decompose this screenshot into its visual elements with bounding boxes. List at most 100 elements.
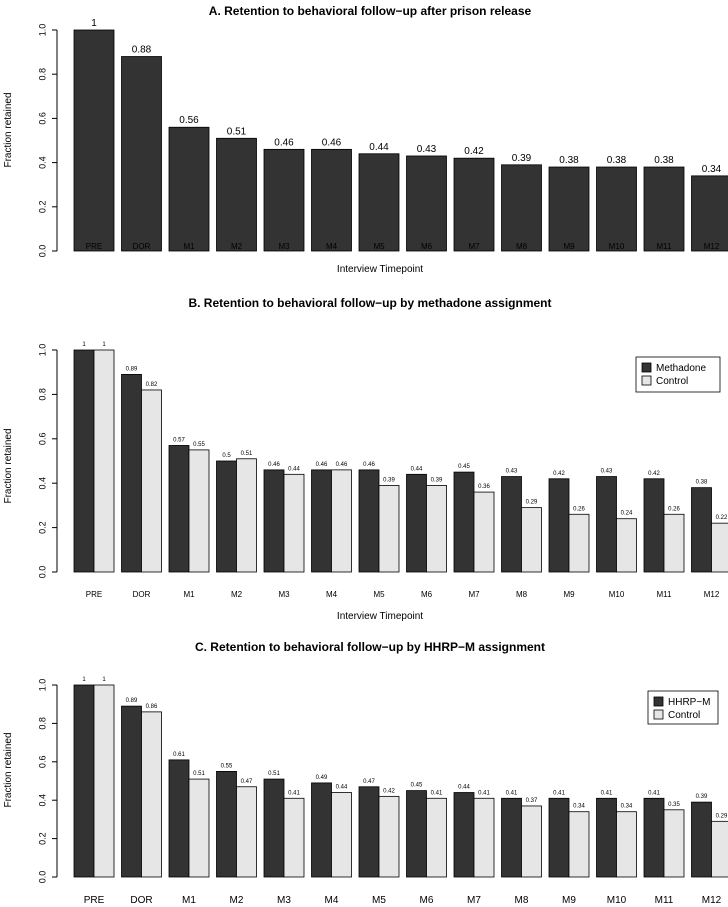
data-label: 0.37: [526, 798, 538, 804]
bar: [663, 513, 685, 573]
data-label: 0.88: [132, 45, 152, 56]
bar: [453, 471, 475, 573]
y-tick-label: 0.2: [37, 201, 47, 214]
legend-swatch: [641, 362, 652, 373]
panel-c: C. Retention to behavioral follow−up by …: [3, 640, 728, 906]
data-label: 0.35: [668, 802, 680, 808]
x-tick-label: M3: [277, 895, 291, 906]
y-tick-label: 0.0: [37, 566, 47, 579]
x-tick-label: M4: [325, 895, 339, 906]
bar: [358, 153, 400, 252]
data-label: 0.44: [458, 785, 470, 791]
x-axis-label: Interview Timepoint: [337, 611, 423, 622]
data-label: 0.49: [316, 775, 328, 781]
bar: [596, 166, 637, 252]
y-tick-label: 0.0: [37, 245, 47, 258]
x-tick-label: DOR: [130, 895, 152, 906]
data-label: 0.5: [222, 453, 231, 459]
data-label: 0.57: [173, 437, 185, 443]
x-tick-label: M6: [421, 590, 433, 599]
data-label: 0.51: [241, 451, 253, 457]
data-label: 0.55: [193, 442, 205, 448]
y-tick-label: 0.8: [37, 717, 47, 730]
x-tick-label: M12: [704, 242, 720, 251]
bar: [473, 797, 495, 878]
legend-entry: HHRP−M: [668, 697, 711, 708]
bar: [663, 809, 685, 878]
bar: [616, 811, 637, 878]
data-label: 0.41: [288, 790, 300, 796]
data-label: 0.47: [241, 779, 253, 785]
data-label: 0.38: [607, 155, 627, 166]
x-tick-label: M1: [183, 590, 195, 599]
bar: [121, 705, 142, 878]
bar: [168, 759, 190, 878]
data-label: 0.34: [702, 164, 722, 175]
x-tick-label: M9: [563, 242, 575, 251]
data-label: 0.47: [363, 779, 375, 785]
bar: [548, 797, 570, 878]
bar: [406, 473, 427, 573]
panel-b: B. Retention to behavioral follow−up by …: [3, 296, 728, 622]
data-label: 0.45: [458, 464, 470, 470]
data-label: 0.46: [274, 137, 294, 148]
x-tick-label: M2: [231, 242, 243, 251]
bar: [643, 478, 665, 573]
x-tick-label: DOR: [133, 590, 151, 599]
y-tick-label: 0.8: [37, 388, 47, 401]
bar: [263, 778, 285, 878]
data-label: 0.43: [601, 469, 613, 475]
data-label: 0.26: [573, 506, 585, 512]
data-label: 0.42: [648, 471, 660, 477]
legend-swatch: [653, 696, 664, 707]
data-label: 0.42: [553, 471, 565, 477]
x-tick-label: M11: [657, 590, 673, 599]
x-tick-label: M8: [516, 590, 528, 599]
bar: [501, 476, 522, 573]
bar: [521, 507, 542, 573]
x-tick-label: M10: [609, 242, 625, 251]
y-tick-label: 0.4: [37, 477, 47, 490]
data-label: 0.38: [559, 155, 579, 166]
x-tick-label: M12: [704, 590, 720, 599]
bar: [236, 458, 257, 573]
data-label: 0.26: [668, 506, 680, 512]
bar: [711, 820, 728, 878]
data-label: 0.29: [716, 813, 728, 819]
bar: [378, 485, 400, 573]
data-label: 0.89: [126, 698, 138, 704]
bar: [406, 155, 447, 252]
x-tick-label: M2: [230, 895, 244, 906]
data-label: 0.44: [411, 466, 423, 472]
data-label: 0.38: [696, 480, 708, 486]
y-tick-label: 1.0: [37, 344, 47, 357]
legend-entry: Methadone: [656, 363, 706, 374]
bar: [501, 164, 542, 252]
data-label: 0.42: [464, 146, 484, 157]
x-tick-label: M3: [278, 590, 290, 599]
bar: [568, 513, 590, 573]
y-tick-label: 0.2: [37, 832, 47, 845]
bar: [141, 711, 162, 878]
data-label: 1: [91, 18, 97, 29]
bar: [501, 797, 522, 878]
x-tick-label: M4: [326, 242, 338, 251]
data-label: 0.34: [573, 804, 585, 810]
data-label: 0.46: [363, 462, 375, 468]
bar: [521, 805, 542, 878]
bar: [596, 797, 617, 878]
bar: [426, 797, 447, 878]
data-label: 1: [82, 677, 86, 683]
legend-swatch: [641, 375, 652, 386]
y-tick-label: 0.0: [37, 871, 47, 884]
data-label: 0.41: [601, 790, 613, 796]
bar: [331, 469, 352, 573]
y-tick-label: 1.0: [37, 679, 47, 692]
panel-a: A. Retention to behavioral follow−up aft…: [3, 4, 728, 275]
legend-entry: Control: [656, 376, 688, 387]
bar: [691, 175, 728, 252]
bar: [236, 786, 257, 878]
x-tick-label: M1: [183, 242, 195, 251]
bar: [691, 801, 712, 878]
